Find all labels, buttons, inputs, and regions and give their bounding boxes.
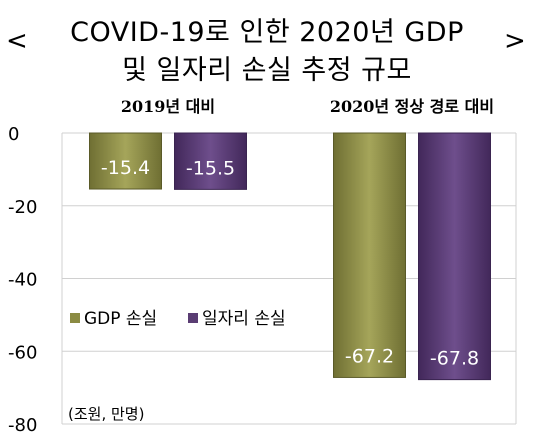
title-left-bracket: < xyxy=(6,26,28,56)
category-label: 2020년 정상 경로 대비 xyxy=(330,97,494,116)
category-label: 2019년 대비 xyxy=(121,97,215,116)
data-label: -67.2 xyxy=(345,345,394,367)
data-label: -15.5 xyxy=(186,157,235,179)
bar xyxy=(333,132,406,378)
title-right-bracket: > xyxy=(504,26,526,56)
legend-label: 일자리 손실 xyxy=(202,309,286,329)
data-label: -67.8 xyxy=(430,348,479,370)
unit-note: (조원, 만명) xyxy=(68,405,145,423)
legend-swatch xyxy=(188,313,198,323)
y-tick-label: -20 xyxy=(8,197,37,218)
bar xyxy=(418,132,491,381)
bar xyxy=(174,132,247,190)
data-label: -15.4 xyxy=(101,157,150,179)
legend-swatch xyxy=(70,313,80,323)
y-tick-label: -60 xyxy=(8,342,37,363)
chart-title-area: < COVID-19로 인한 2020년 GDP 및 일자리 손실 추정 규모 … xyxy=(0,0,534,90)
chart-title-line1: COVID-19로 인한 2020년 GDP xyxy=(70,17,464,48)
chart-title-line2: 및 일자리 손실 추정 규모 xyxy=(122,55,412,86)
y-tick-label: 0 xyxy=(8,124,19,145)
y-tick-label: -40 xyxy=(8,270,37,291)
y-tick-label: -80 xyxy=(8,415,37,436)
bar xyxy=(89,132,162,190)
legend-label: GDP 손실 xyxy=(84,309,157,329)
